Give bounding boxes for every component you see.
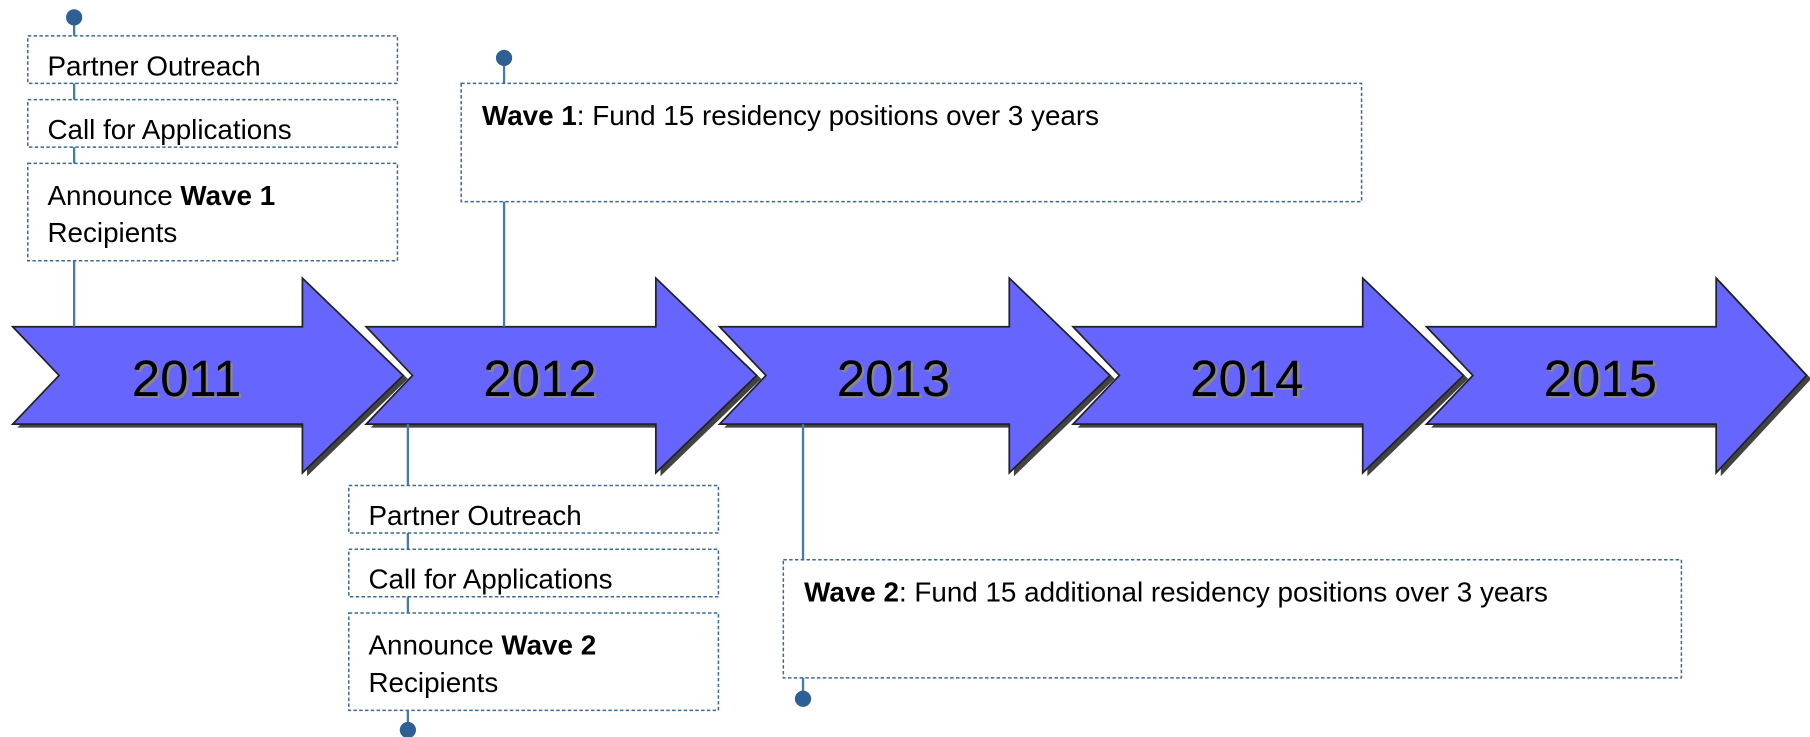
step-label: Partner Outreach bbox=[368, 500, 581, 531]
year-label: 2014 bbox=[1190, 350, 1303, 407]
announce-wave: Wave 2 bbox=[501, 630, 596, 661]
year-arrow bbox=[364, 276, 758, 475]
step-box bbox=[27, 35, 399, 85]
year-label: 2013 bbox=[837, 350, 950, 407]
connector-dot bbox=[66, 9, 83, 26]
year-arrow bbox=[1424, 275, 1808, 476]
year-label: 2012 bbox=[483, 350, 596, 407]
announce-box bbox=[27, 162, 399, 262]
wave-label: Wave 1 bbox=[482, 100, 577, 131]
wave-label: Wave 2 bbox=[804, 576, 899, 607]
step-box bbox=[348, 484, 720, 534]
year-shadow: 2013 bbox=[839, 352, 952, 409]
announce-prefix: Announce bbox=[47, 180, 172, 211]
wave-text: Wave 2: Fund 15 additional residency pos… bbox=[804, 576, 1548, 607]
announce-wave: Wave 1 bbox=[180, 180, 275, 211]
year-shadow: 2012 bbox=[486, 352, 599, 409]
year-shadow: 2011 bbox=[134, 352, 244, 409]
wave-description: : Fund 15 residency positions over 3 yea… bbox=[577, 100, 1099, 131]
year-arrow bbox=[10, 276, 405, 475]
year-label: 2015 bbox=[1544, 350, 1657, 407]
year-label: 2011 bbox=[132, 350, 242, 407]
year-shadow: 2015 bbox=[1546, 352, 1659, 409]
announce-label: Announce Wave 1 bbox=[47, 180, 275, 211]
year-arrow bbox=[717, 276, 1112, 475]
step-box bbox=[27, 98, 399, 148]
wave-text: Wave 1: Fund 15 residency positions over… bbox=[482, 100, 1099, 131]
announce-box bbox=[348, 612, 720, 712]
announce-suffix: Recipients bbox=[47, 217, 177, 248]
step-box bbox=[348, 548, 720, 598]
step-label: Partner Outreach bbox=[47, 50, 260, 81]
step-label: Call for Applications bbox=[47, 114, 291, 145]
wave-box bbox=[460, 82, 1363, 203]
year-arrow bbox=[1070, 276, 1465, 475]
announce-suffix: Recipients bbox=[368, 667, 498, 698]
wave-box bbox=[782, 558, 1683, 679]
step-label: Call for Applications bbox=[368, 564, 612, 595]
announce-label: Announce Wave 2 bbox=[368, 630, 596, 661]
connector-dot bbox=[495, 49, 513, 67]
announce-prefix: Announce bbox=[368, 630, 493, 661]
connector-dot bbox=[794, 690, 812, 707]
year-shadow: 2014 bbox=[1192, 352, 1305, 409]
wave-description: : Fund 15 additional residency positions… bbox=[899, 576, 1548, 607]
connector-dot bbox=[399, 721, 416, 737]
